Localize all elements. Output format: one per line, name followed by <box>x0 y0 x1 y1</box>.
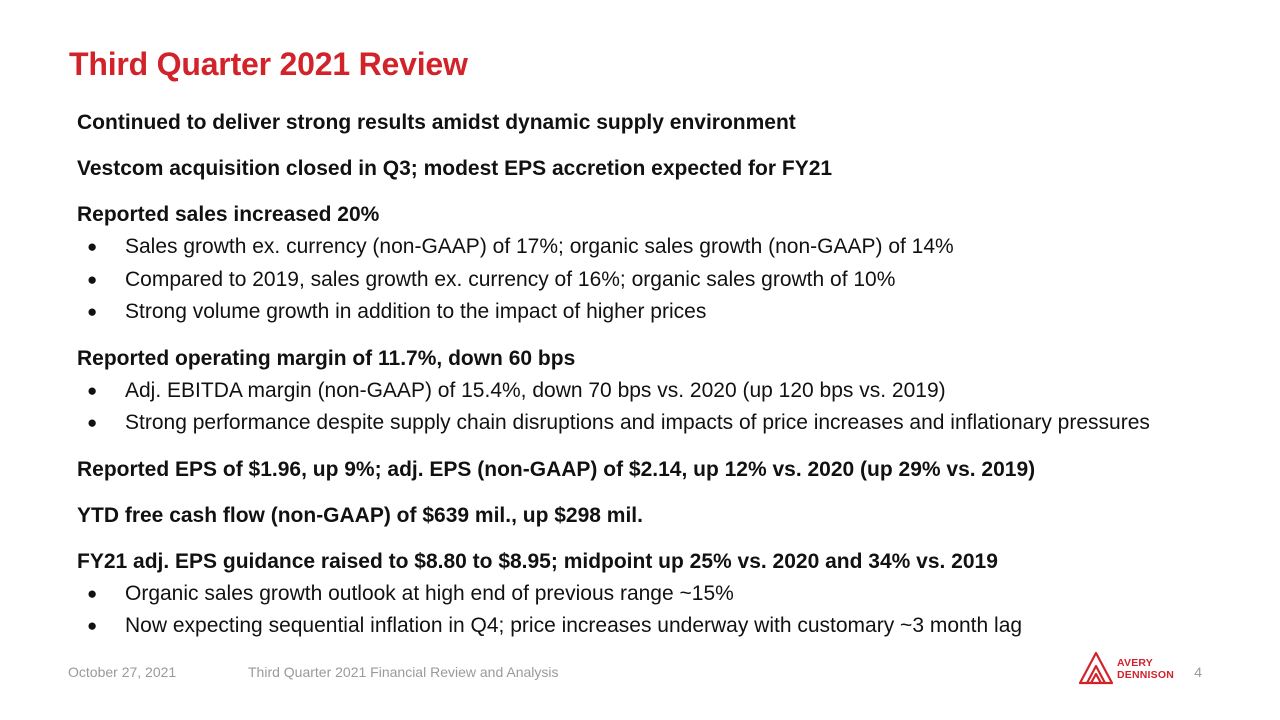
bullet-item: ● Organic sales growth outlook at high en… <box>77 578 1272 611</box>
section: Vestcom acquisition closed in Q3; modest… <box>77 153 1272 185</box>
bullet-icon: ● <box>87 269 98 289</box>
bullet-item: ● Strong volume growth in addition to the… <box>77 296 1272 329</box>
bullet-text: Now expecting sequential inflation in Q4… <box>125 614 1023 637</box>
bullet-item: ● Compared to 2019, sales growth ex. curr… <box>77 264 1272 297</box>
bullet-list: ● Adj. EBITDA margin (non-GAAP) of 15.4%,… <box>77 375 1272 440</box>
bullet-text: Adj. EBITDA margin (non-GAAP) of 15.4%, … <box>125 378 946 402</box>
bullet-item: ● Now expecting sequential inflation in Q… <box>77 610 1272 643</box>
bullet-icon: ● <box>87 237 98 256</box>
bullet-item: ● Sales growth ex. currency (non-GAAP) of… <box>77 231 1272 264</box>
section: Reported sales increased 20% ● Sales grow… <box>77 199 1272 329</box>
logo-wordmark: AVERY DENNISON <box>1117 657 1174 681</box>
bullet-icon: ● <box>87 380 98 400</box>
section-heading: FY21 adj. EPS guidance raised to $8.80 t… <box>77 549 998 573</box>
footer-doc-title: Third Quarter 2021 Financial Review and … <box>248 664 559 680</box>
avery-dennison-logo-icon <box>1078 651 1114 685</box>
section: YTD free cash flow (non-GAAP) of $639 mi… <box>77 500 1272 532</box>
section-heading: Vestcom acquisition closed in Q3; modest… <box>77 157 833 180</box>
page-number: 4 <box>1194 664 1202 680</box>
bullet-icon: ● <box>87 583 98 603</box>
section-heading: YTD free cash flow (non-GAAP) of $639 mi… <box>77 503 643 527</box>
bullet-icon: ● <box>87 413 98 432</box>
bullet-text: Sales growth ex. currency (non-GAAP) of … <box>125 235 954 258</box>
bullet-list: ● Organic sales growth outlook at high en… <box>77 578 1272 643</box>
section: FY21 adj. EPS guidance raised to $8.80 t… <box>77 546 1272 643</box>
bullet-icon: ● <box>87 302 98 321</box>
section-heading: Reported operating margin of 11.7%, down… <box>77 346 576 370</box>
bullet-item: ● Strong performance despite supply chain… <box>77 407 1272 440</box>
logo-line-2: DENNISON <box>1117 669 1175 681</box>
footer-date: October 27, 2021 <box>68 664 177 680</box>
section-heading: Continued to deliver strong results amid… <box>77 111 796 134</box>
bullet-text: Organic sales growth outlook at high end… <box>125 581 734 605</box>
section: Continued to deliver strong results amid… <box>77 107 1272 139</box>
slide-title: Third Quarter 2021 Review <box>69 46 468 82</box>
section: Reported operating margin of 11.7%, down… <box>77 343 1272 440</box>
bullet-list: ● Sales growth ex. currency (non-GAAP) of… <box>77 231 1272 329</box>
bullet-text: Strong performance despite supply chain … <box>125 411 1150 434</box>
section-heading: Reported EPS of $1.96, up 9%; adj. EPS (… <box>77 457 1036 481</box>
section: Reported EPS of $1.96, up 9%; adj. EPS (… <box>77 454 1272 486</box>
section-heading: Reported sales increased 20% <box>77 203 380 226</box>
bullet-text: Compared to 2019, sales growth ex. curre… <box>125 267 896 291</box>
logo-line-1: AVERY <box>1117 657 1154 669</box>
bullet-icon: ● <box>87 616 98 635</box>
bullet-text: Strong volume growth in addition to the … <box>125 300 707 323</box>
slide-content: Continued to deliver strong results amid… <box>77 107 1272 657</box>
bullet-item: ● Adj. EBITDA margin (non-GAAP) of 15.4%,… <box>77 375 1272 408</box>
